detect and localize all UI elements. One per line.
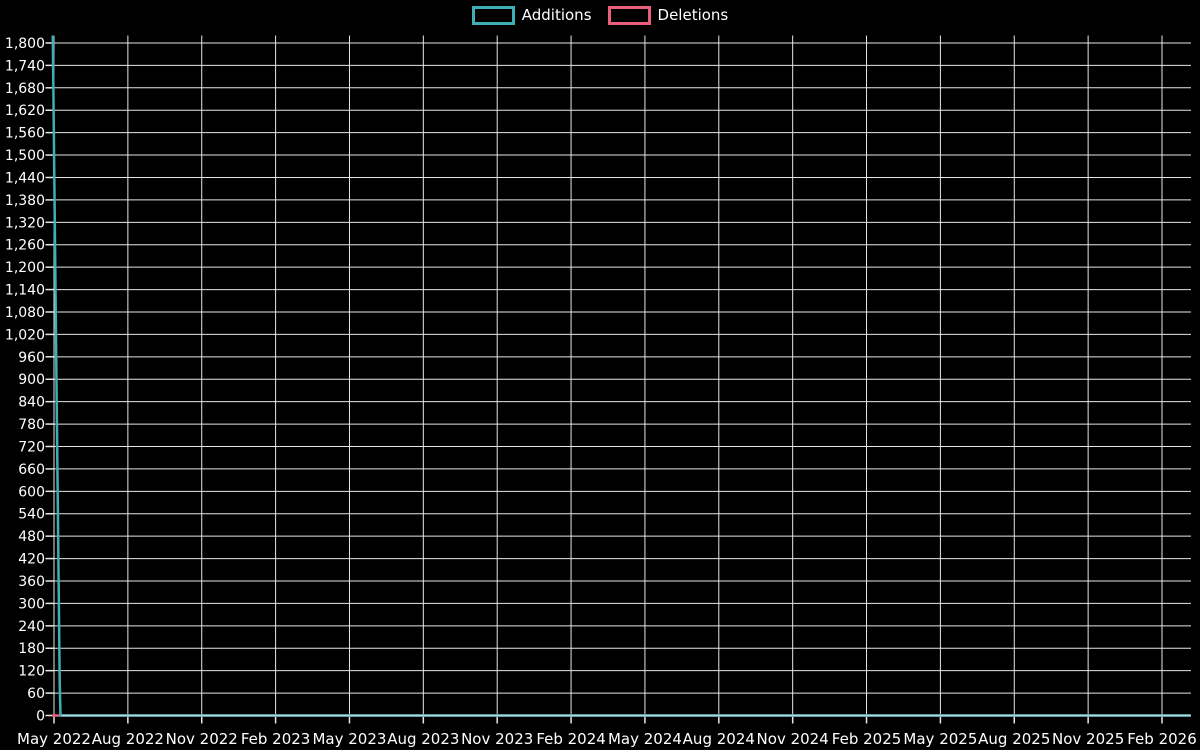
y-axis-label: 60 [27, 686, 45, 702]
y-axis-label: 1,620 [5, 103, 45, 119]
y-axis-label: 1,560 [5, 126, 45, 142]
x-axis-label: Feb 2025 [832, 730, 902, 748]
legend-item-deletions[interactable]: Deletions [607, 6, 729, 25]
y-axis-label: 240 [18, 619, 45, 635]
y-axis-label: 1,320 [5, 215, 45, 231]
y-axis-label: 1,740 [5, 58, 45, 74]
y-axis-label: 180 [18, 641, 45, 657]
x-axis-label: May 2024 [608, 730, 682, 748]
y-axis-label: 120 [18, 664, 45, 680]
x-axis-label: May 2023 [312, 730, 386, 748]
y-axis-label: 900 [18, 372, 45, 388]
x-axis-label: Feb 2024 [536, 730, 606, 748]
y-axis-label: 1,080 [5, 305, 45, 321]
x-axis-label: Feb 2023 [241, 730, 311, 748]
y-axis-label: 1,680 [5, 81, 45, 97]
y-axis-label: 1,260 [5, 238, 45, 254]
y-axis-label: 840 [18, 395, 45, 411]
x-axis-label: Aug 2022 [92, 730, 164, 748]
y-axis-label: 540 [18, 507, 45, 523]
x-axis-label: Aug 2023 [387, 730, 459, 748]
deletions-swatch-icon [607, 6, 651, 25]
y-axis-label: 300 [18, 596, 45, 612]
additions-line [51, 35, 1191, 717]
y-axis-label: 1,140 [5, 283, 45, 299]
y-axis-label: 480 [18, 529, 45, 545]
y-axis-label: 600 [18, 484, 45, 500]
y-axis-label: 0 [36, 709, 45, 725]
y-axis-label: 1,800 [5, 36, 45, 52]
legend-label-additions: Additions [521, 6, 592, 24]
legend-item-additions[interactable]: Additions [471, 6, 592, 25]
y-axis-label: 960 [18, 350, 45, 366]
x-axis-label: Aug 2024 [683, 730, 755, 748]
y-axis-label: 1,200 [5, 260, 45, 276]
y-axis-label: 420 [18, 552, 45, 568]
y-axis-label: 360 [18, 574, 45, 590]
y-axis-label: 720 [18, 439, 45, 455]
y-axis-label: 1,440 [5, 170, 45, 186]
y-axis-label: 780 [18, 417, 45, 433]
y-axis-label: 1,500 [5, 148, 45, 164]
x-axis-label: Feb 2026 [1127, 730, 1197, 748]
x-axis-label: Nov 2023 [461, 730, 533, 748]
x-axis-label: Nov 2024 [757, 730, 829, 748]
x-axis-label: Aug 2025 [978, 730, 1050, 748]
chart-legend: Additions Deletions [0, 6, 1200, 25]
legend-label-deletions: Deletions [657, 6, 729, 24]
x-axis-label: May 2025 [903, 730, 977, 748]
y-axis-label: 1,020 [5, 327, 45, 343]
y-axis-label: 660 [18, 462, 45, 478]
y-axis-label: 1,380 [5, 193, 45, 209]
x-axis-label: Nov 2022 [166, 730, 238, 748]
x-axis-label: Nov 2025 [1052, 730, 1124, 748]
additions-swatch-icon [471, 6, 515, 25]
x-axis-label: May 2022 [17, 730, 91, 748]
